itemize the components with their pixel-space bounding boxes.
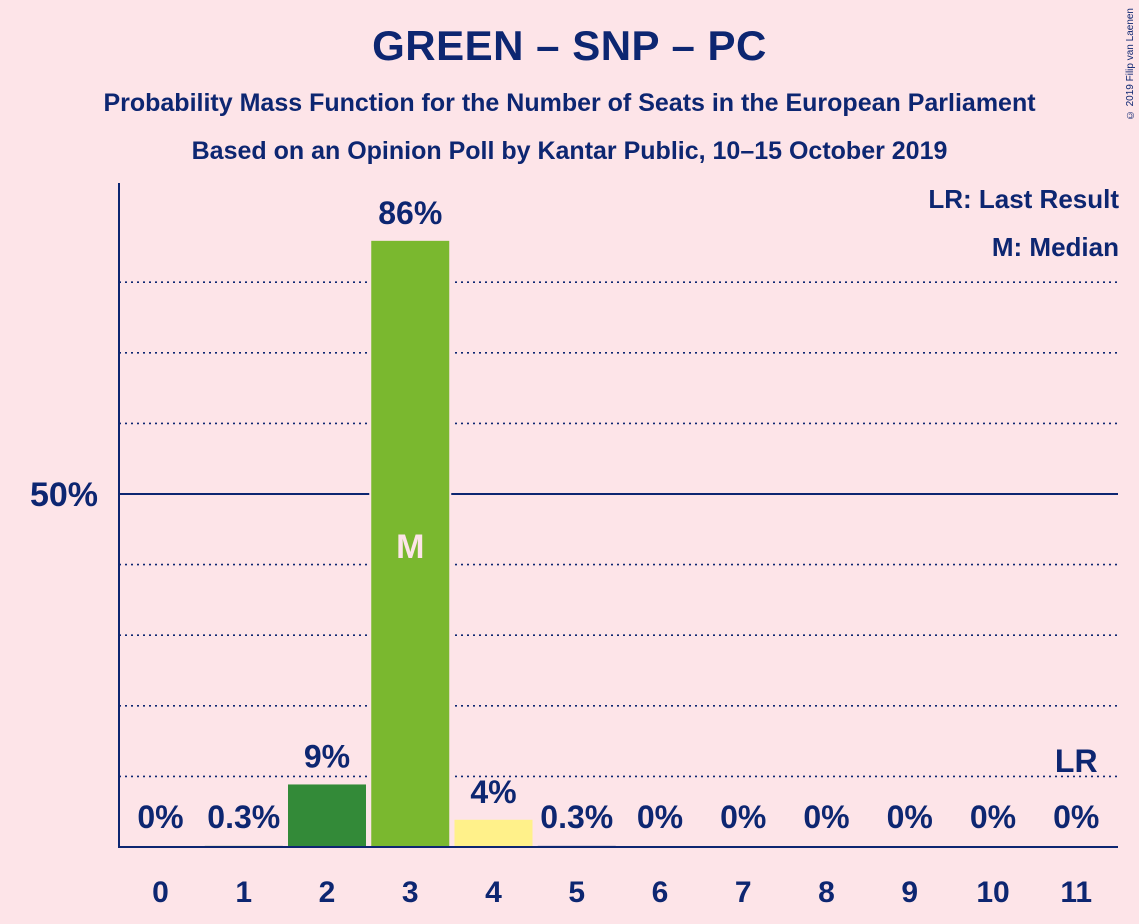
chart-subtitle-poll: Based on an Opinion Poll by Kantar Publi… — [191, 137, 948, 165]
data-label: 0% — [1053, 799, 1099, 835]
x-tick-label: 7 — [735, 876, 752, 909]
median-marker: M — [396, 528, 424, 566]
x-tick-label: 9 — [901, 876, 918, 909]
y-tick-label: 50% — [30, 476, 98, 514]
x-tick-label: 1 — [235, 876, 252, 909]
x-tick-label: 11 — [1060, 876, 1092, 909]
data-label: 0% — [137, 799, 183, 835]
x-tick-label: 5 — [568, 876, 585, 909]
data-label: 0% — [970, 799, 1016, 835]
bar-seats-2 — [286, 782, 368, 849]
data-label: 0% — [887, 799, 933, 835]
data-label: 0% — [803, 799, 849, 835]
data-label: 86% — [378, 195, 442, 231]
x-tick-label: 6 — [652, 876, 669, 909]
x-tick-label: 3 — [402, 876, 419, 909]
chart-title: GREEN – SNP – PC — [372, 22, 767, 69]
data-label: 0.3% — [540, 799, 613, 835]
data-label: 0.3% — [207, 799, 280, 835]
chart-subtitle: Probability Mass Function for the Number… — [103, 89, 1036, 117]
last-result-marker: LR — [1055, 743, 1098, 779]
data-label: 0% — [720, 799, 766, 835]
x-tick-label: 0 — [152, 876, 169, 909]
data-label: 4% — [470, 774, 516, 810]
x-tick-label: 8 — [818, 876, 835, 909]
legend-last-result: LR: Last Result — [928, 184, 1119, 214]
data-label: 9% — [304, 738, 350, 774]
legend-median: M: Median — [991, 232, 1119, 262]
x-tick-label: 2 — [319, 876, 336, 909]
data-label: 0% — [637, 799, 683, 835]
bar-seats-3 — [369, 238, 452, 848]
bar-seats-4 — [452, 817, 535, 849]
x-tick-label: 4 — [485, 876, 502, 909]
x-tick-label: 10 — [976, 876, 1009, 909]
